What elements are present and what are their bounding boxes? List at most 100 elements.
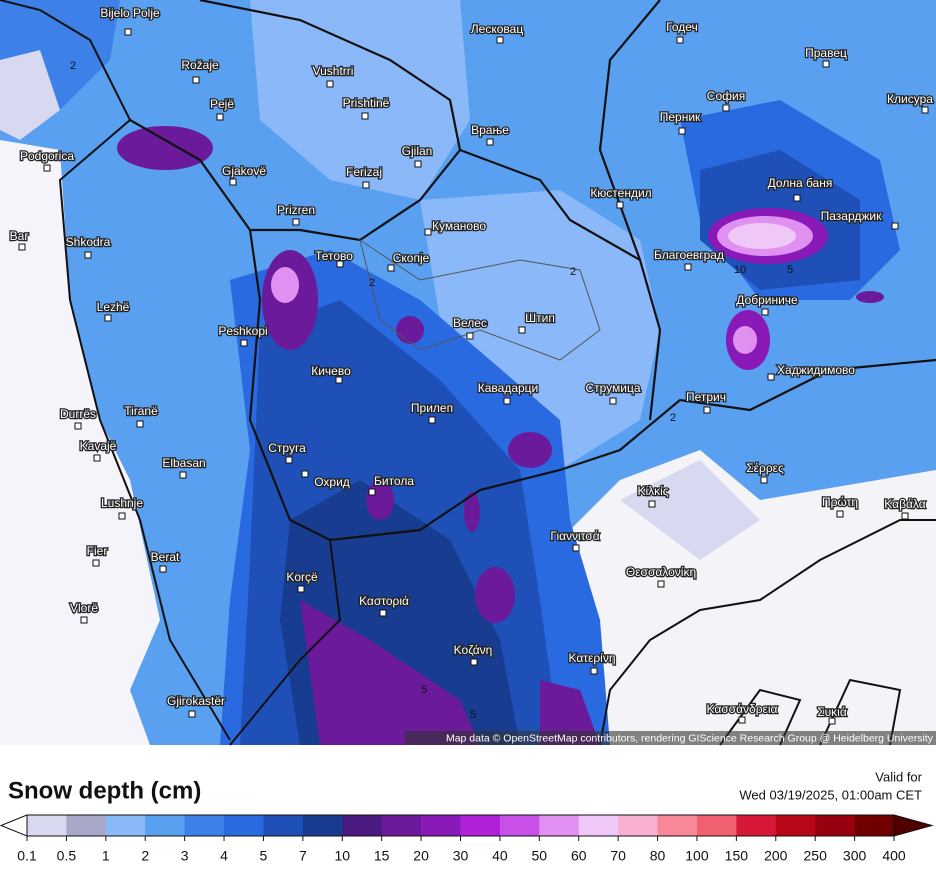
city-label: Хаджидимово [777,363,855,377]
city-marker [18,243,26,251]
city-label: Peshkopi [218,324,267,338]
city-marker [648,500,656,508]
city-label: София [707,89,745,103]
colorbar-tick-label: 20 [413,848,429,864]
city-label: Штип [525,311,555,325]
city-marker [678,127,686,135]
city-marker [684,263,692,271]
contour-label: 5 [421,684,427,696]
colorbar-segment [696,815,737,836]
city-label: Durrës [60,407,96,421]
colorbar-segment [145,815,186,836]
contour-label: 5 [470,709,476,721]
valid-label: Valid for [875,769,922,784]
city-label: Vushtrri [313,64,354,78]
colorbar-segment [618,815,659,836]
colorbar-tick-label: 80 [650,848,666,864]
city-marker [590,667,598,675]
contour-label: 10 [734,264,746,276]
city-marker [901,512,909,520]
colorbar-tick-label: 10 [334,848,350,864]
city-marker [518,326,526,334]
city-marker [486,138,494,146]
city-label: Тетово [315,249,353,263]
colorbar-tick-label: 150 [725,848,749,864]
map-background [0,0,936,746]
city-marker [216,113,224,121]
city-label: Tiranë [124,404,158,418]
valid-time: Wed 03/19/2025, 01:00am CET [739,787,922,802]
city-label: Lezhë [97,300,130,314]
city-marker [335,376,343,384]
city-label: Врање [471,123,509,137]
colorbar-tick-label: 15 [374,848,390,864]
city-label: Prishtinë [343,96,390,110]
colorbar-tick-label: 200 [764,848,788,864]
city-labels: Bijelo Polje Rožaje Vushtrri Лесковац Годеч П… [8,5,935,725]
colorbar-segment [657,815,698,836]
city-marker [361,112,369,120]
colorbar-segment [105,815,146,836]
city-label: Σέρρες [746,461,784,475]
city-label: Pejë [210,97,234,111]
colorbar-tick-label: 40 [492,848,508,864]
city-label: Лесковац [471,22,524,36]
contour-label: 5 [787,264,793,276]
colorbar-tick-label: 70 [610,848,626,864]
city-label: Θεσσαλονίκη [626,565,696,579]
city-marker [767,373,775,381]
city-marker [793,194,801,202]
colorbar-segment [775,815,816,836]
colorbar-segment [421,815,461,836]
city-marker [822,60,830,68]
city-label: Годеч [666,20,698,34]
city-marker [470,658,478,666]
colorbar: 0.1 0.5 1 2 3 4 5 7 10 15 20 30 40 50 60 70 80 100 150 200 2… [0,814,934,864]
city-marker [179,471,187,479]
city-marker [466,332,474,340]
colorbar-tick-label: 7 [299,848,307,864]
colorbar-segment [342,815,383,836]
city-label: Κασσάνδρεια [706,702,777,716]
city-marker [387,264,395,272]
colorbar-tick-label: 2 [141,848,149,864]
city-marker [703,406,711,414]
city-label: Καστοριά [359,594,409,608]
city-label: Vlorë [70,601,98,615]
colorbar-tick-label: 60 [571,848,587,864]
city-marker [503,397,511,405]
attribution-bg [405,731,936,745]
colorbar-tick-label: 0.1 [17,848,37,864]
city-label: Gjirokastër [167,694,225,708]
city-marker [572,544,580,552]
city-label: Συκιά [817,705,847,719]
city-label: Καβάλα [884,497,925,511]
city-marker [292,218,300,226]
city-marker [136,420,144,428]
city-marker [74,422,82,430]
city-marker [84,251,92,259]
colorbar-segment [302,815,343,836]
city-label: Πρώτη [822,495,858,509]
city-marker [326,80,334,88]
city-marker [229,178,237,186]
colorbar-tick-label: 4 [220,848,228,864]
city-marker [240,339,248,347]
city-marker [738,716,746,724]
city-marker [80,616,88,624]
colorbar-segment [263,815,304,836]
colorbar-segment [854,815,895,836]
city-label: Ferizaj [346,165,382,179]
city-marker [657,580,665,588]
city-marker [836,510,844,518]
city-marker [92,559,100,567]
city-marker [43,164,51,172]
contour-label: 2 [70,60,76,72]
city-marker [424,228,432,236]
city-marker [761,308,769,316]
city-marker [192,76,200,84]
colorbar-segment [736,815,777,836]
city-marker [336,260,344,268]
city-label: Prizren [277,203,315,217]
city-label: Кичево [311,364,351,378]
